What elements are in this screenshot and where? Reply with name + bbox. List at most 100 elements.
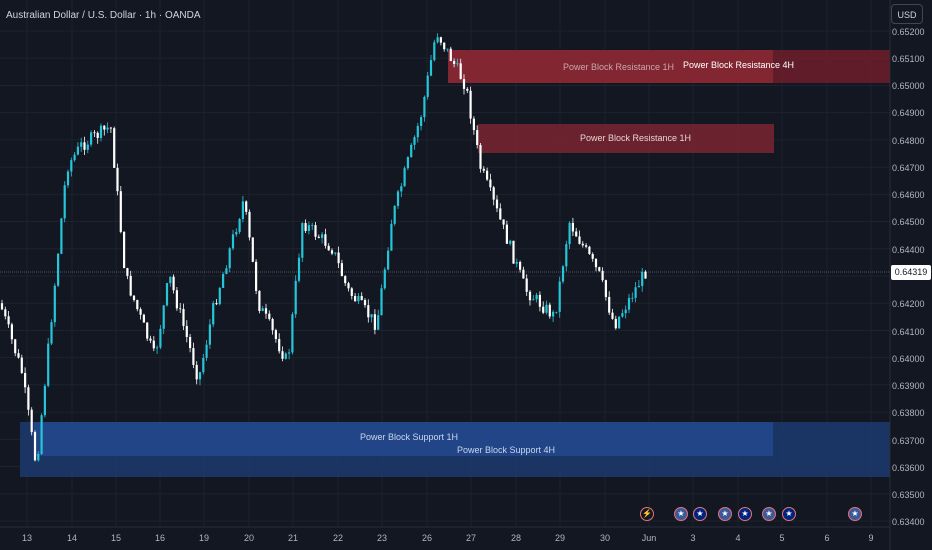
candle-body	[258, 290, 261, 312]
candle-body	[208, 324, 211, 345]
candle-body	[614, 318, 617, 329]
us-flag-icon[interactable]: ★	[718, 507, 732, 521]
lightning-icon[interactable]: ⚡	[640, 507, 654, 521]
price-axis-label: 0.64200	[892, 299, 925, 309]
candle-body	[4, 309, 7, 317]
au-flag-icon[interactable]: ★	[693, 507, 707, 521]
candle-body	[281, 351, 284, 359]
candle-body	[439, 37, 442, 43]
us-flag-icon[interactable]: ★	[674, 507, 688, 521]
candle-body	[561, 266, 565, 282]
candle-body	[512, 240, 515, 264]
candle-body	[453, 60, 456, 64]
candle-body	[192, 348, 195, 365]
candle-body	[93, 132, 96, 134]
candle-body	[175, 290, 178, 309]
time-axis-label: 22	[332, 533, 344, 543]
time-axis-label: 3	[690, 533, 696, 543]
candle-body	[476, 130, 479, 146]
candle-body	[90, 132, 93, 145]
candle-body	[169, 276, 172, 284]
candle-body	[528, 291, 532, 301]
candle-body	[505, 224, 508, 244]
time-axis-label: Jun	[641, 533, 657, 543]
candle-body	[264, 308, 268, 314]
candle-body	[347, 283, 350, 289]
candle-body	[245, 201, 248, 212]
us-flag-icon[interactable]: ★	[762, 507, 776, 521]
candle-body	[637, 285, 640, 288]
candle-body	[519, 262, 522, 270]
price-axis-label: 0.63900	[892, 381, 925, 391]
candle-body	[159, 328, 162, 348]
candle-body	[429, 60, 433, 76]
time-axis-label: 26	[421, 533, 433, 543]
candle-body	[618, 316, 621, 329]
us-flag-icon[interactable]: ★	[848, 507, 862, 521]
price-axis-label: 0.64100	[892, 327, 925, 337]
price-axis-label: 0.64800	[892, 136, 925, 146]
candle-body	[182, 309, 185, 326]
price-axis-label: 0.64700	[892, 163, 925, 173]
candle-body	[383, 269, 386, 289]
candle-body	[307, 225, 310, 231]
candle-body	[621, 313, 624, 317]
candle-body	[367, 305, 370, 318]
price-axis-label: 0.64900	[892, 108, 925, 118]
time-axis-label: 20	[243, 533, 255, 543]
candle-body	[241, 201, 244, 219]
candle-body	[459, 63, 462, 80]
candle-body	[627, 297, 631, 310]
candle-body	[255, 261, 258, 291]
candle-body	[472, 118, 475, 131]
time-axis-label: 14	[66, 533, 78, 543]
time-axis-label: 23	[376, 533, 388, 543]
time-axis-label: 21	[287, 533, 299, 543]
candle-body	[27, 387, 30, 410]
candle-body	[228, 248, 231, 269]
candle-body	[634, 287, 637, 298]
candle-body	[360, 295, 363, 300]
candle-body	[314, 225, 317, 237]
candle-body	[631, 297, 634, 299]
candle-body	[413, 137, 416, 145]
candle-body	[218, 287, 221, 305]
candle-body	[588, 246, 591, 254]
candle-body	[604, 280, 607, 297]
candle-body	[40, 415, 43, 454]
candle-body	[416, 125, 419, 138]
candle-body	[575, 231, 578, 237]
candlestick-series	[0, 33, 647, 462]
candle-body	[86, 144, 89, 150]
candle-body	[291, 314, 294, 353]
candle-body	[152, 340, 155, 349]
candle-body	[297, 257, 301, 281]
current-price-tag: 0.64319	[891, 265, 931, 280]
candle-body	[136, 300, 139, 310]
candle-body	[274, 330, 277, 339]
currency-button[interactable]: USD	[891, 4, 923, 24]
candle-body	[278, 338, 281, 352]
au-flag-icon[interactable]: ★	[782, 507, 796, 521]
au-flag-icon[interactable]: ★	[738, 507, 752, 521]
candle-body	[126, 268, 129, 276]
candle-body	[357, 295, 360, 302]
candle-body	[581, 243, 584, 246]
candle-body	[66, 171, 70, 186]
price-axis-label: 0.65000	[892, 81, 925, 91]
candle-body	[24, 372, 27, 388]
candle-body	[106, 127, 109, 130]
candle-body	[212, 303, 215, 325]
candle-body	[119, 191, 122, 232]
candle-body	[179, 308, 182, 310]
candle-body	[109, 127, 112, 129]
candle-body	[103, 125, 106, 130]
candle-body	[486, 170, 489, 180]
resistance-zone-1h-lower	[478, 124, 774, 153]
candle-body	[96, 132, 99, 139]
candle-body	[495, 199, 499, 209]
candle-body	[7, 316, 10, 325]
time-axis-label: 4	[735, 533, 741, 543]
candle-body	[248, 211, 251, 238]
